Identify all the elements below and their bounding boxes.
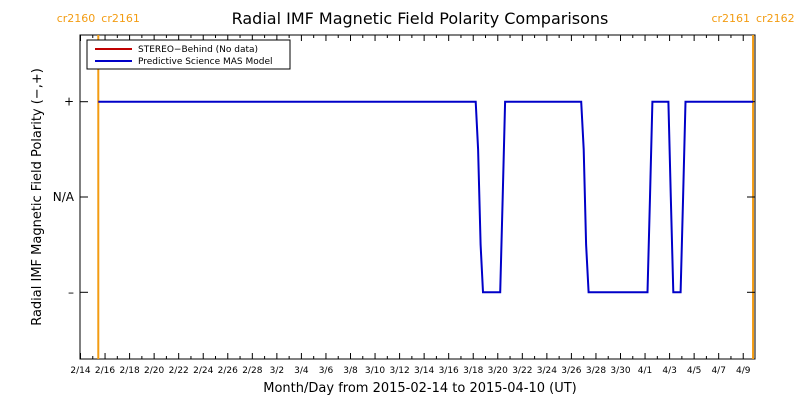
- x-tick-label: 2/26: [218, 366, 238, 376]
- x-tick-label: 3/16: [439, 366, 459, 376]
- x-tick-label: 4/9: [736, 366, 751, 376]
- y-axis-label: Radial IMF Magnetic Field Polarity (−,+): [30, 68, 45, 326]
- series-line-mas-model: [98, 100, 753, 294]
- x-tick-label: 3/4: [294, 366, 309, 376]
- x-tick-label: 3/18: [463, 366, 483, 376]
- x-tick-label: 3/24: [537, 366, 557, 376]
- y-tick-label: N/A: [53, 190, 75, 204]
- y-tick-label: –: [68, 285, 74, 299]
- chart-title: Radial IMF Magnetic Field Polarity Compa…: [232, 9, 609, 28]
- y-tick-label: +: [64, 95, 74, 109]
- carrington-label-right: cr2161: [101, 12, 140, 25]
- x-tick-label: 2/24: [193, 366, 213, 376]
- x-tick-label: 2/18: [119, 366, 139, 376]
- x-tick-label: 4/7: [711, 366, 725, 376]
- x-tick-label: 3/26: [561, 366, 581, 376]
- carrington-label-left: cr2161: [711, 12, 750, 25]
- x-tick-label: 3/10: [365, 366, 385, 376]
- x-tick-label: 3/22: [512, 366, 532, 376]
- axis-ticks: 2/14 2/16 2/18 2/20 2/22 2/24 2/26 2/28 3/2 3/4 3/…: [53, 35, 755, 376]
- x-tick-label: 3/14: [414, 366, 434, 376]
- legend: STEREO−Behind (No data) Predictive Scien…: [86, 39, 291, 70]
- x-tick-label: 3/12: [389, 366, 409, 376]
- carrington-markers: cr2160 cr2161 cr2161 cr2162: [57, 12, 795, 359]
- carrington-label-right: cr2162: [756, 12, 795, 25]
- x-tick-label: 2/28: [242, 366, 262, 376]
- x-tick-label: 3/6: [319, 366, 334, 376]
- x-tick-label: 3/2: [270, 366, 284, 376]
- x-tick-label: 4/5: [687, 366, 701, 376]
- legend-box: [86, 39, 291, 70]
- x-tick-label: 4/1: [638, 366, 652, 376]
- x-tick-label: 2/16: [95, 366, 115, 376]
- x-tick-label: 2/14: [70, 366, 90, 376]
- legend-label-mas-model: Predictive Science MAS Model: [138, 57, 273, 67]
- legend-label-stereo: STEREO−Behind (No data): [138, 45, 258, 55]
- x-tick-label: 4/3: [662, 366, 676, 376]
- x-tick-label: 3/30: [610, 366, 630, 376]
- series-layer: [98, 100, 753, 294]
- x-tick-label: 3/8: [343, 366, 358, 376]
- carrington-label-left: cr2160: [57, 12, 96, 25]
- x-tick-label: 3/28: [586, 366, 606, 376]
- x-tick-label: 2/20: [144, 366, 164, 376]
- x-axis-label: Month/Day from 2015-02-14 to 2015-04-10 …: [263, 381, 576, 396]
- x-tick-label: 2/22: [169, 366, 189, 376]
- x-tick-label: 3/20: [488, 366, 508, 376]
